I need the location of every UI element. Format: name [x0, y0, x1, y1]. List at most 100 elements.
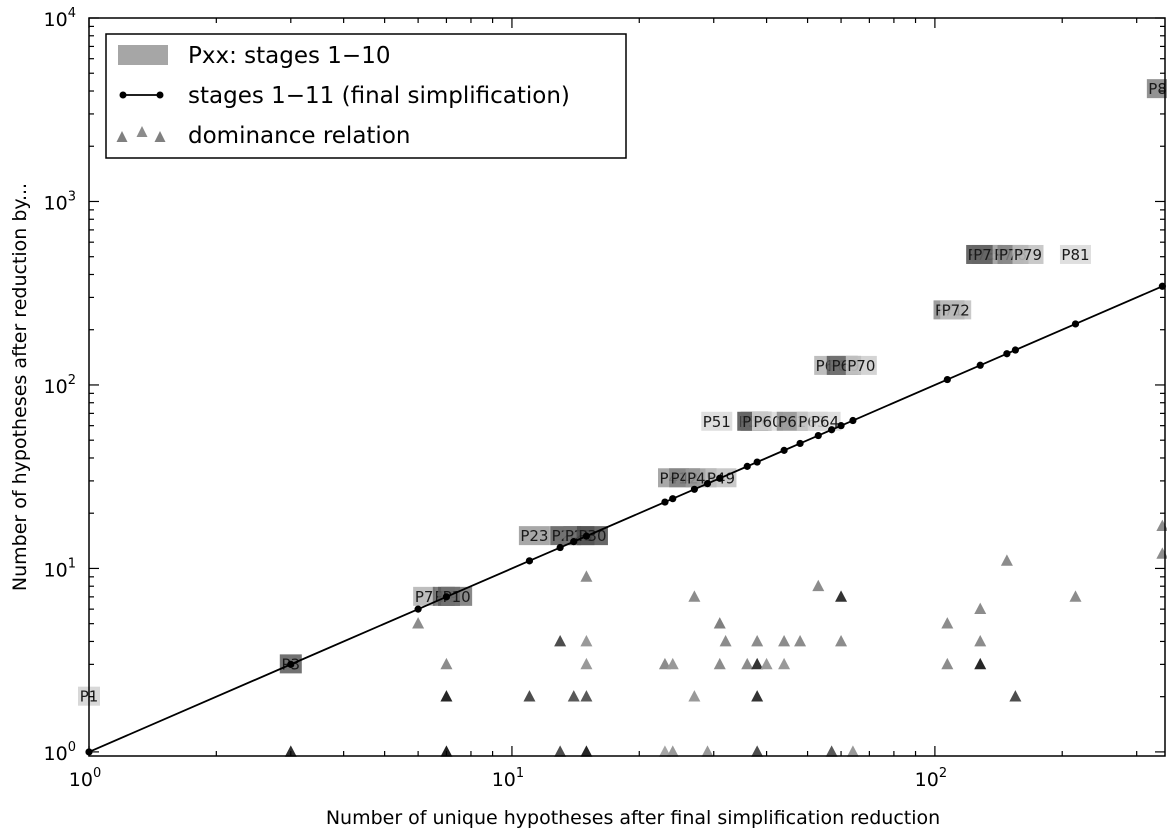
y-tick-base: 10 — [44, 9, 68, 31]
dominance-point — [1009, 690, 1022, 702]
dominance-point — [719, 634, 732, 647]
dominance-point — [778, 657, 791, 670]
dominance-point — [741, 657, 754, 670]
dominance-layer — [284, 519, 1167, 757]
y-tick-base: 10 — [44, 559, 68, 581]
dominance-point — [751, 657, 764, 670]
legend-entry-3: dominance relation — [116, 123, 410, 149]
pxx-label-text: P7 — [415, 588, 434, 606]
y-tick-label: 101 — [44, 556, 76, 581]
pxx-label-text: P51 — [703, 413, 731, 431]
legend-box — [105, 33, 627, 159]
final-simplification-point — [525, 557, 534, 565]
pxx-label-box — [940, 300, 972, 320]
legend-swatch-dot — [156, 91, 164, 99]
final-simplification-point — [556, 543, 564, 552]
final-simplification-point — [743, 462, 751, 470]
dominance-point — [778, 634, 791, 647]
y-tick-exponent: 3 — [68, 189, 76, 204]
pxx-label-box — [1146, 79, 1167, 99]
dominance-point — [580, 657, 593, 670]
dominance-point — [846, 745, 859, 757]
pxx-label-text: P30 — [578, 527, 606, 545]
legend-swatch-box — [118, 45, 168, 65]
dominance-point — [835, 634, 848, 647]
y-tick-label: 103 — [44, 189, 76, 214]
final-simplification-point — [976, 361, 984, 369]
final-simplification-point — [570, 538, 578, 546]
dominance-point — [580, 690, 593, 702]
pxx-label-box — [809, 411, 841, 431]
y-tick-label: 102 — [44, 373, 76, 398]
final-simplification-point — [442, 593, 451, 601]
legend-label: dominance relation — [188, 123, 410, 149]
dominance-point — [580, 634, 593, 647]
dominance-point — [974, 634, 987, 647]
final-simplification-point — [753, 458, 761, 466]
y-tick-base: 10 — [44, 192, 68, 214]
dominance-point — [825, 745, 838, 757]
pxx-point-p72: P72 — [940, 300, 972, 320]
final-simplification-point — [1158, 282, 1166, 290]
dominance-point — [688, 590, 701, 602]
legend-swatch-triangle — [154, 131, 166, 142]
final-simplification-point — [1011, 346, 1019, 354]
final-simplification-point — [796, 439, 804, 448]
pxx-labels-layer: P1P3P7P8P9P10P23P24P25P30P41P42P45P49P51… — [78, 79, 1167, 706]
x-tick-base: 10 — [492, 769, 516, 791]
final-simplification-point — [690, 485, 698, 493]
dominance-point — [751, 745, 764, 757]
final-simplification-point — [780, 446, 788, 454]
dominance-point — [1069, 590, 1082, 602]
y-tick-label: 100 — [44, 740, 76, 765]
pxx-label-box — [1059, 244, 1091, 264]
dominance-point — [713, 657, 726, 670]
dominance-point — [751, 634, 764, 647]
final-simplification-point — [828, 426, 836, 434]
x-tick-label: 102 — [915, 766, 947, 791]
dominance-point — [941, 657, 954, 670]
pxx-label-text: P70 — [847, 357, 875, 375]
final-simplification-point — [582, 532, 591, 540]
legend-label: Pxx: stages 1−10 — [188, 43, 390, 69]
y-tick-base: 10 — [44, 743, 68, 765]
dominance-point — [688, 690, 701, 702]
dominance-point — [666, 657, 679, 670]
pxx-label-box — [518, 526, 550, 546]
final-simplification-point — [287, 660, 295, 668]
dominance-point — [701, 745, 714, 757]
dominance-point — [580, 570, 593, 582]
pxx-point-p70: P70 — [845, 355, 877, 375]
legend-entry-2: stages 1−11 (final simplification) — [119, 83, 570, 109]
legend-swatch-dot — [119, 91, 127, 99]
pxx-point-p60: P60 — [751, 411, 783, 431]
pxx-label-text: P79 — [1014, 246, 1042, 264]
y-tick-exponent: 2 — [68, 373, 76, 388]
pxx-label-box — [701, 411, 733, 431]
legend-entry-1: Pxx: stages 1−10 — [118, 43, 390, 69]
dominance-point — [941, 617, 954, 629]
x-tick-label: 101 — [492, 766, 524, 791]
pxx-label-box — [845, 355, 877, 375]
dominance-point — [794, 634, 807, 647]
legend-label: stages 1−11 (final simplification) — [188, 83, 570, 109]
dominance-point — [554, 745, 567, 757]
x-tick-label: 100 — [69, 766, 101, 791]
final-simplification-point — [716, 474, 724, 482]
final-simplification-layer — [85, 282, 1166, 756]
final-simplification-point — [669, 495, 677, 503]
dominance-point — [835, 590, 848, 602]
dominance-point — [567, 690, 580, 702]
dominance-point — [974, 657, 987, 670]
x-tick-exponent: 0 — [93, 766, 101, 781]
pxx-label-box — [1012, 244, 1044, 264]
pxx-label-box — [751, 411, 783, 431]
dominance-point — [812, 579, 825, 592]
dominance-point — [666, 745, 679, 757]
dominance-point — [580, 745, 593, 757]
dominance-point — [713, 617, 726, 629]
legend-swatch-triangle — [116, 131, 128, 142]
x-tick-exponent: 2 — [939, 766, 947, 781]
